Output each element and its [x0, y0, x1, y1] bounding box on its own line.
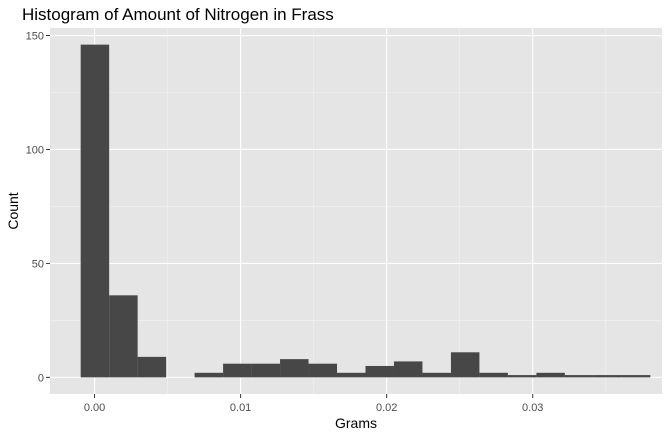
histogram-bar — [564, 375, 594, 378]
histogram-bar — [422, 372, 451, 378]
histogram-bar — [251, 363, 281, 378]
x-tick-label: 0.00 — [84, 402, 105, 414]
histogram-bar — [479, 372, 508, 378]
histogram-bar — [223, 363, 252, 378]
y-tick-label: 50 — [32, 258, 44, 270]
histogram-bar — [109, 295, 138, 378]
histogram-bar — [450, 352, 480, 378]
histogram-bar — [393, 361, 423, 378]
plot-panel-background — [50, 28, 662, 394]
x-axis-title: Grams — [335, 415, 377, 431]
y-tick-label: 100 — [26, 144, 44, 156]
x-axis-ticks: 0.00 0.01 0.02 0.03 — [84, 394, 543, 414]
histogram-bar — [80, 44, 110, 378]
y-axis-ticks: 0 50 100 150 — [26, 31, 50, 384]
histogram-bars — [80, 44, 651, 378]
histogram-bar — [137, 356, 167, 378]
x-tick-label: 0.02 — [376, 402, 397, 414]
histogram-bar — [593, 375, 622, 378]
histogram-bar — [194, 372, 224, 378]
y-tick-label: 150 — [26, 31, 44, 43]
histogram-bar — [337, 372, 366, 378]
x-tick-label: 0.03 — [522, 402, 543, 414]
x-tick-label: 0.01 — [230, 402, 251, 414]
histogram-bar — [365, 365, 394, 378]
histogram-bar — [308, 363, 338, 378]
chart-title: Histogram of Amount of Nitrogen in Frass — [22, 5, 334, 24]
histogram-bar — [507, 375, 537, 378]
y-axis-title: Count — [5, 192, 21, 229]
histogram-bar — [536, 372, 565, 378]
y-tick-label: 0 — [38, 372, 44, 384]
histogram-bar — [621, 375, 651, 378]
histogram-bar — [280, 359, 309, 378]
